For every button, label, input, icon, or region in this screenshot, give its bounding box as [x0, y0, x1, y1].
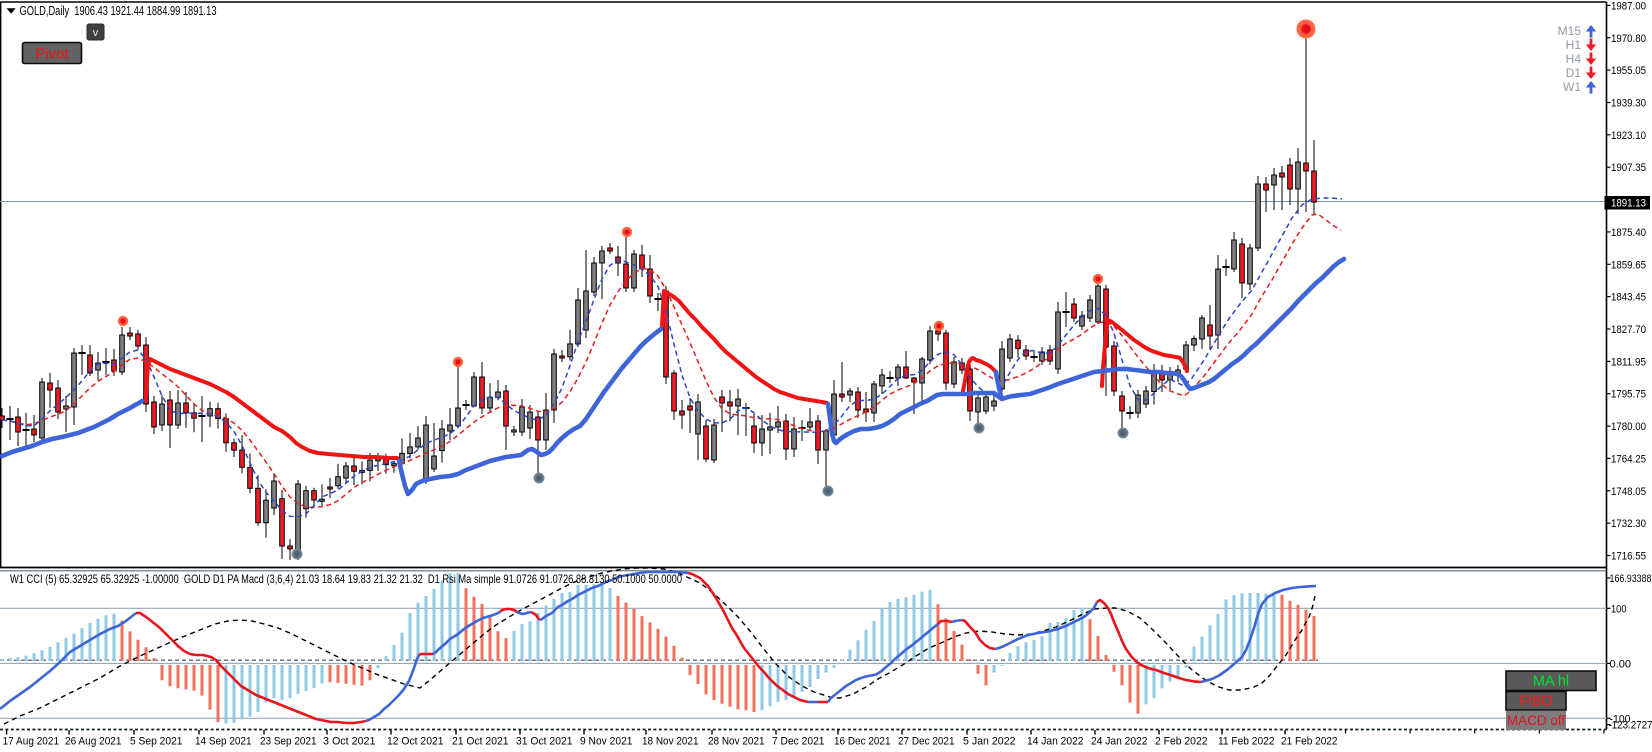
svg-text:24 Jan 2022: 24 Jan 2022 [1091, 736, 1148, 748]
svg-text:28 Nov 2021: 28 Nov 2021 [708, 736, 765, 748]
svg-text:MA hl: MA hl [1533, 674, 1569, 690]
svg-text:1716.55: 1716.55 [1611, 551, 1646, 563]
svg-text:0.00: 0.00 [1610, 658, 1632, 670]
svg-text:27 Dec 2021: 27 Dec 2021 [898, 736, 955, 748]
svg-text:1955.05: 1955.05 [1611, 65, 1646, 77]
svg-text:3 Oct 2021: 3 Oct 2021 [323, 736, 376, 748]
svg-text:D1: D1 [1566, 66, 1582, 80]
svg-text:-123.2727: -123.2727 [1609, 720, 1652, 732]
svg-text:17 Aug 2021: 17 Aug 2021 [3, 736, 60, 748]
svg-text:5 Sep 2021: 5 Sep 2021 [130, 736, 183, 748]
svg-text:H4: H4 [1566, 52, 1582, 66]
svg-text:M15: M15 [1558, 24, 1582, 38]
svg-text:Pivot: Pivot [35, 46, 69, 63]
svg-text:18 Nov 2021: 18 Nov 2021 [642, 736, 699, 748]
svg-text:1748.05: 1748.05 [1611, 486, 1646, 498]
svg-text:21 Oct 2021: 21 Oct 2021 [452, 736, 509, 748]
svg-text:GOLD,Daily 1906.43 1921.44 18: GOLD,Daily 1906.43 1921.44 1884.99 1891.… [20, 4, 217, 18]
svg-text:1732.30: 1732.30 [1611, 518, 1646, 530]
svg-text:1907.35: 1907.35 [1611, 162, 1646, 174]
svg-text:-100: -100 [1610, 713, 1631, 725]
svg-text:H1: H1 [1566, 38, 1582, 52]
svg-text:1939.30: 1939.30 [1611, 98, 1646, 110]
svg-text:23 Sep 2021: 23 Sep 2021 [260, 736, 317, 748]
svg-text:14 Jan 2022: 14 Jan 2022 [1027, 736, 1084, 748]
svg-text:FIBO: FIBO [1519, 694, 1553, 710]
svg-text:1891.13: 1891.13 [1611, 198, 1646, 210]
svg-text:1859.65: 1859.65 [1611, 259, 1646, 271]
svg-text:1780.00: 1780.00 [1611, 421, 1646, 433]
svg-text:9 Nov 2021: 9 Nov 2021 [580, 736, 633, 748]
svg-text:2 Feb 2022: 2 Feb 2022 [1155, 736, 1208, 748]
svg-text:W1 CCI (5) 65.32925 65.32925 -: W1 CCI (5) 65.32925 65.32925 -1.00000 GO… [10, 572, 682, 586]
svg-text:1987.00: 1987.00 [1611, 0, 1646, 12]
svg-text:12 Oct 2021: 12 Oct 2021 [387, 736, 444, 748]
svg-text:7 Dec 2021: 7 Dec 2021 [772, 736, 825, 748]
svg-text:14 Sep 2021: 14 Sep 2021 [195, 736, 252, 748]
svg-text:1923.10: 1923.10 [1611, 130, 1646, 142]
svg-text:166.93388: 166.93388 [1610, 573, 1652, 585]
svg-text:31 Oct 2021: 31 Oct 2021 [516, 736, 573, 748]
svg-text:1811.95: 1811.95 [1611, 356, 1646, 368]
svg-text:100: 100 [1611, 603, 1627, 615]
svg-text:16 Dec 2021: 16 Dec 2021 [834, 736, 891, 748]
svg-text:1827.70: 1827.70 [1611, 324, 1646, 336]
svg-text:1875.40: 1875.40 [1611, 227, 1646, 239]
svg-text:11 Feb 2022: 11 Feb 2022 [1218, 736, 1275, 748]
svg-text:1843.45: 1843.45 [1611, 292, 1646, 304]
svg-text:1764.25: 1764.25 [1611, 453, 1646, 465]
svg-text:1795.75: 1795.75 [1611, 389, 1646, 401]
svg-text:5 Jan 2022: 5 Jan 2022 [963, 736, 1016, 748]
svg-text:W1: W1 [1563, 80, 1581, 94]
svg-text:v: v [93, 27, 99, 39]
svg-text:MACD off: MACD off [1507, 713, 1566, 728]
svg-text:26 Aug 2021: 26 Aug 2021 [65, 736, 122, 748]
svg-text:1970.80: 1970.80 [1611, 33, 1646, 45]
svg-text:21 Feb 2022: 21 Feb 2022 [1281, 736, 1338, 748]
